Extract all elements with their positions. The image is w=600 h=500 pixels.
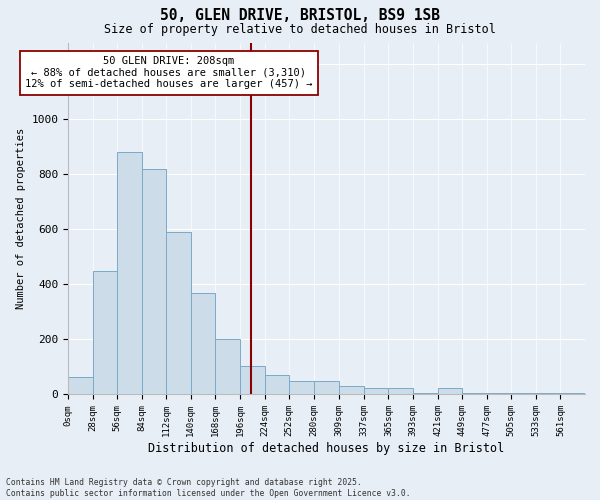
Y-axis label: Number of detached properties: Number of detached properties <box>16 128 26 309</box>
Bar <box>117 152 142 394</box>
Bar <box>240 366 265 394</box>
Bar <box>166 232 191 394</box>
Bar <box>437 388 462 394</box>
Text: 50 GLEN DRIVE: 208sqm
← 88% of detached houses are smaller (3,310)
12% of semi-d: 50 GLEN DRIVE: 208sqm ← 88% of detached … <box>25 56 313 90</box>
Bar <box>413 393 437 394</box>
Bar <box>536 393 560 394</box>
X-axis label: Distribution of detached houses by size in Bristol: Distribution of detached houses by size … <box>148 442 505 455</box>
Bar <box>339 386 364 394</box>
Bar <box>265 375 289 394</box>
Bar <box>92 270 117 394</box>
Text: Size of property relative to detached houses in Bristol: Size of property relative to detached ho… <box>104 22 496 36</box>
Bar <box>191 292 215 394</box>
Bar <box>142 169 166 394</box>
Bar <box>462 393 487 394</box>
Bar <box>487 393 511 394</box>
Text: Contains HM Land Registry data © Crown copyright and database right 2025.
Contai: Contains HM Land Registry data © Crown c… <box>6 478 410 498</box>
Bar <box>388 388 413 394</box>
Bar <box>68 378 92 394</box>
Bar <box>560 393 585 394</box>
Bar <box>289 380 314 394</box>
Bar <box>314 380 339 394</box>
Bar <box>511 393 536 394</box>
Text: 50, GLEN DRIVE, BRISTOL, BS9 1SB: 50, GLEN DRIVE, BRISTOL, BS9 1SB <box>160 8 440 22</box>
Bar <box>215 340 240 394</box>
Bar <box>364 388 388 394</box>
